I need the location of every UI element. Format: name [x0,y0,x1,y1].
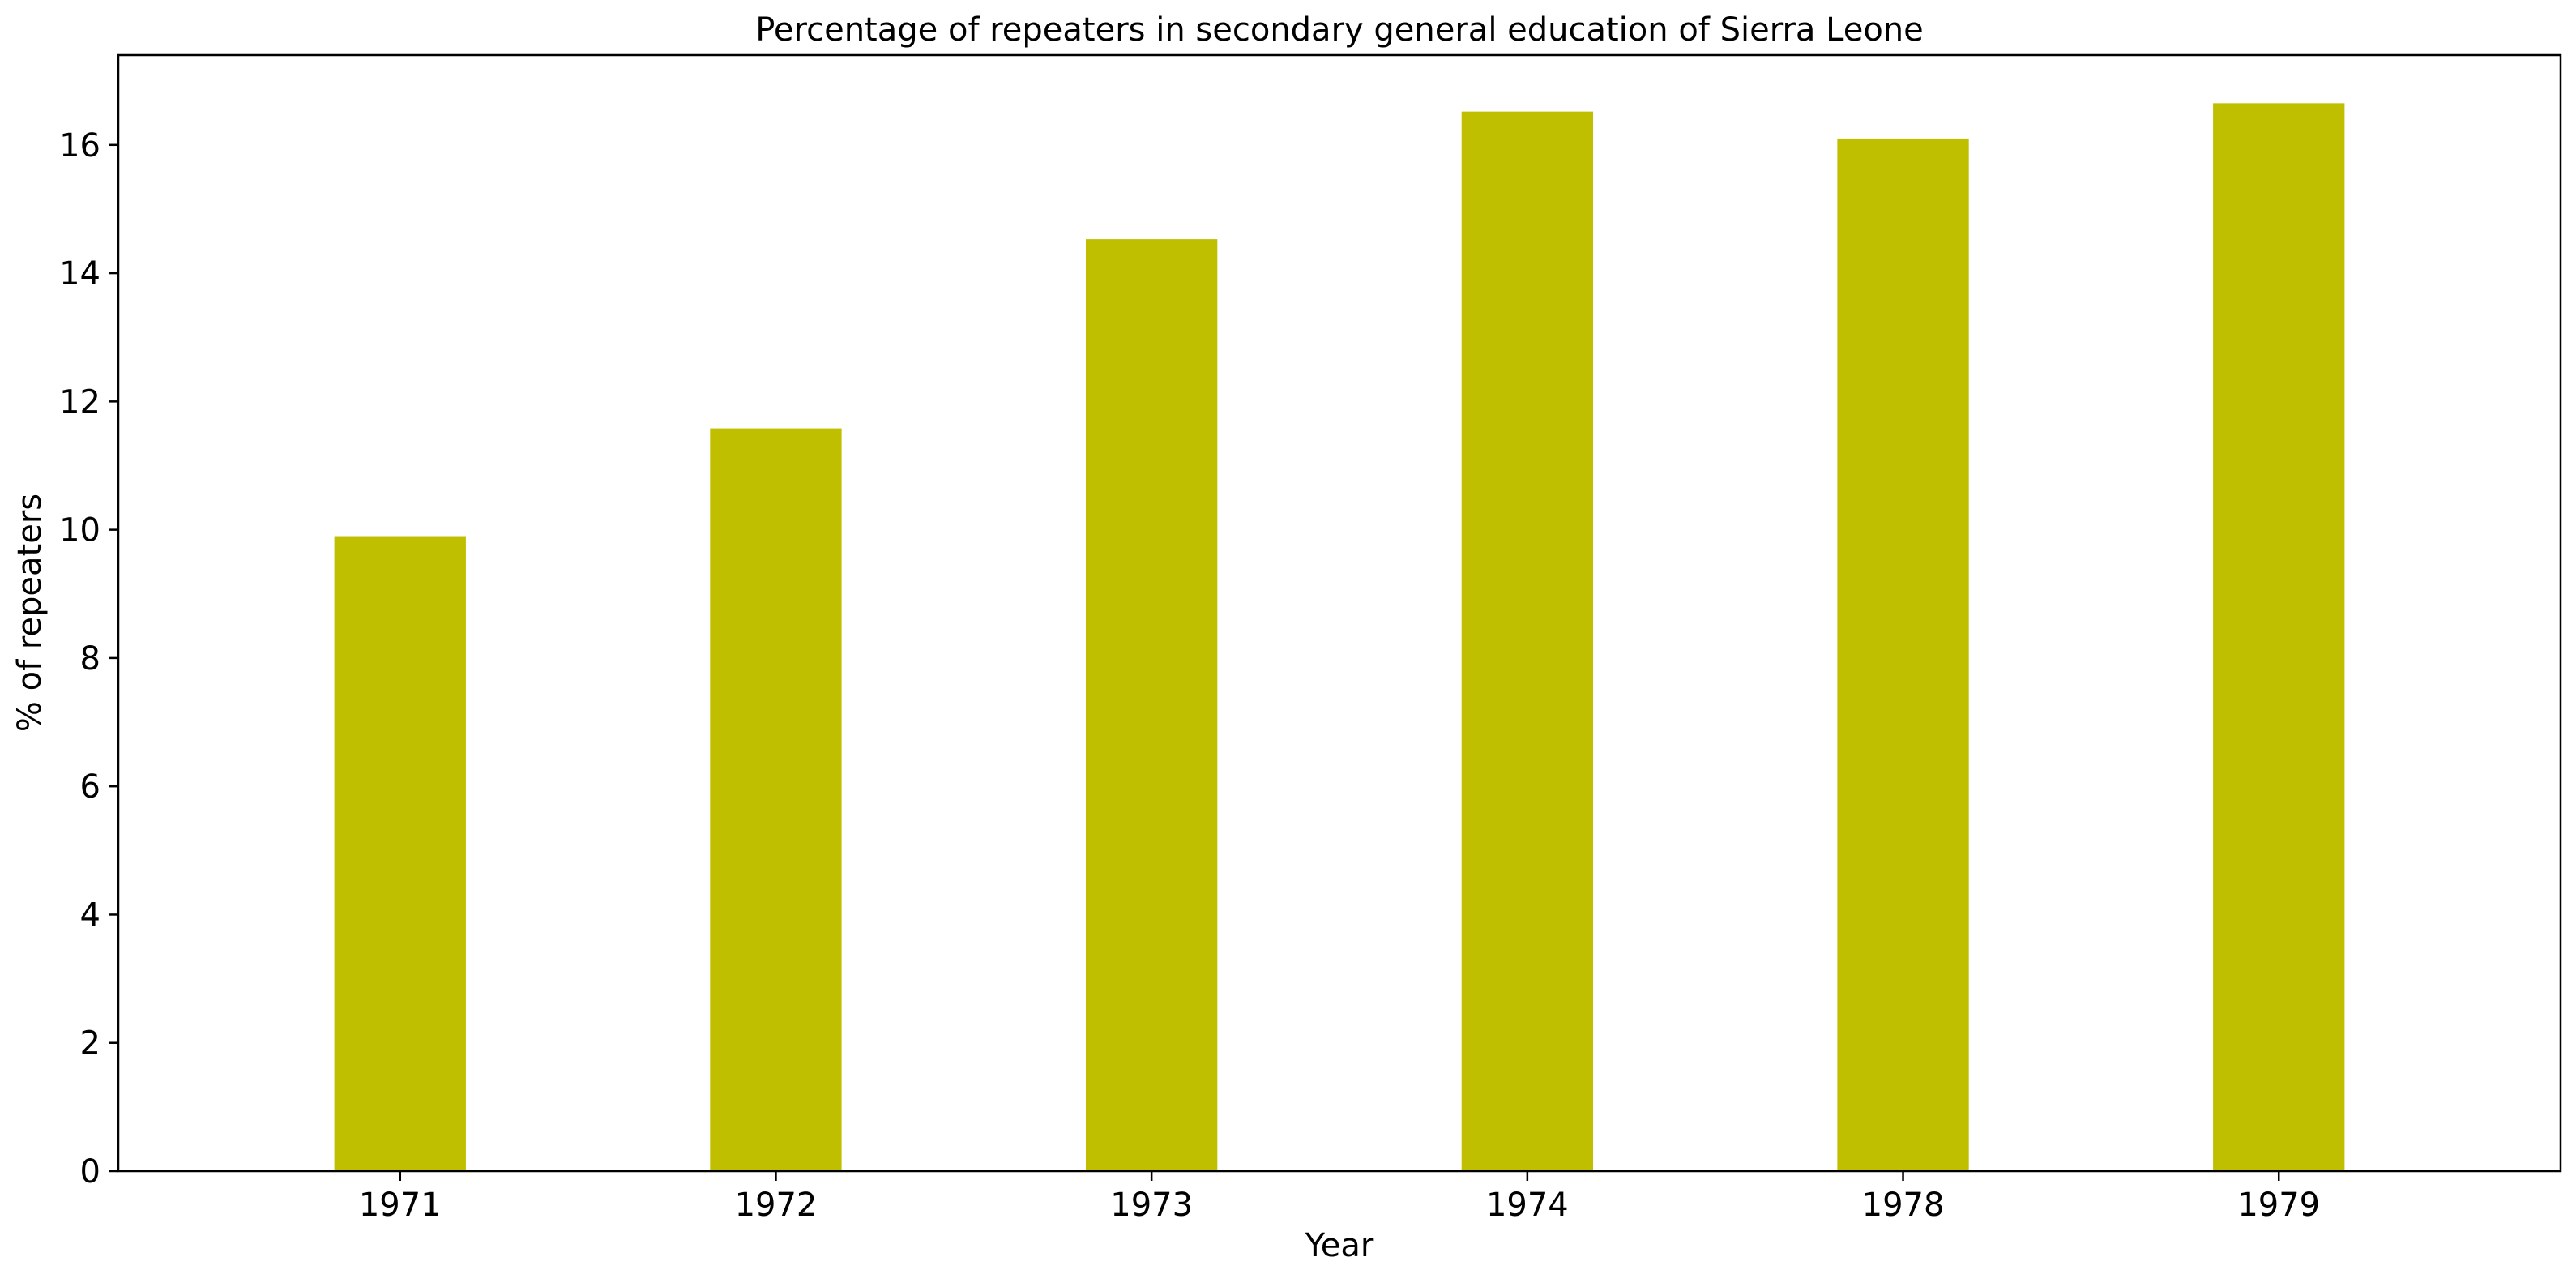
y-tick-label: 12 [59,383,100,421]
y-tick-label: 8 [80,640,100,678]
y-tick-label: 4 [80,896,100,934]
y-tick-label: 0 [80,1153,100,1191]
y-tick-label: 16 [59,127,100,165]
y-tick-label: 6 [80,768,100,806]
bar-1974 [1461,111,1593,1172]
bar-1979 [2213,103,2345,1172]
x-axis: 1971 1972 1973 1974 1978 1979 [359,1171,2320,1224]
x-tick-label: 1978 [1862,1187,1945,1224]
bar-1972 [710,428,842,1171]
y-tick-label: 2 [80,1025,100,1063]
plot-frame [117,53,2562,1173]
plot-area [334,103,2345,1172]
chart-title: Percentage of repeaters in secondary gen… [755,11,1924,49]
y-axis: 0 2 4 6 8 10 12 14 16 [59,127,118,1191]
x-tick-label: 1973 [1110,1187,1193,1224]
y-tick-label: 10 [59,512,100,550]
y-axis-label: % of repeaters [11,494,49,732]
y-tick-label: 14 [59,255,100,293]
x-tick-label: 1972 [735,1187,818,1224]
x-axis-label: Year [1305,1227,1374,1264]
bar-1978 [1837,138,1969,1172]
bar-1973 [1086,239,1218,1171]
bar-1971 [334,536,466,1171]
x-tick-label: 1971 [359,1187,442,1224]
x-tick-label: 1979 [2237,1187,2320,1224]
x-tick-label: 1974 [1486,1187,1569,1224]
